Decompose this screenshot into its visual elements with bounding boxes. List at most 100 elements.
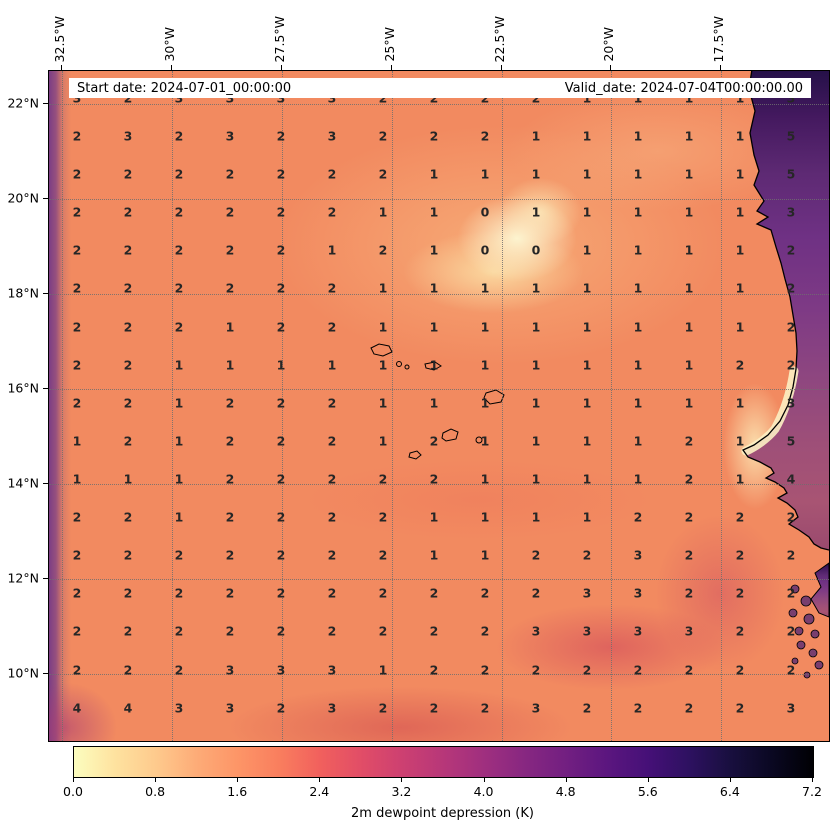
- grid-value: 2: [123, 662, 133, 677]
- island: [408, 450, 422, 460]
- grid-value: 2: [174, 319, 184, 335]
- island: [404, 364, 410, 370]
- lat-tick-mark: [43, 293, 48, 295]
- grid-value: 1: [735, 280, 745, 296]
- grid-value: 2: [633, 700, 643, 716]
- grid-value: 2: [225, 509, 235, 525]
- grid-value: 3: [684, 623, 694, 639]
- lon-gridline: [391, 71, 393, 741]
- grid-value: 3: [327, 128, 337, 144]
- grid-value: 2: [276, 319, 286, 335]
- grid-value: 3: [582, 623, 592, 639]
- grid-value: 1: [582, 357, 592, 373]
- grid-value: 1: [480, 280, 490, 296]
- grid-value: 5: [786, 128, 796, 144]
- grid-value: 2: [786, 509, 796, 525]
- grid-value: 3: [174, 700, 184, 716]
- grid-value: 2: [174, 623, 184, 639]
- grid-value: 2: [123, 547, 133, 563]
- lat-gridline: [49, 579, 829, 581]
- grid-value: 2: [429, 128, 439, 144]
- grid-value: 2: [225, 166, 235, 182]
- lat-gridline: [49, 484, 829, 486]
- grid-value: 2: [429, 700, 439, 716]
- grid-value: 0: [480, 242, 490, 258]
- coastline-svg: [370, 71, 829, 679]
- lon-gridline: [62, 71, 64, 741]
- grid-value: 2: [786, 280, 796, 296]
- grid-value: 2: [225, 242, 235, 258]
- grid-value: 3: [276, 662, 286, 677]
- grid-value: 1: [72, 471, 82, 487]
- grid-value: 2: [480, 585, 490, 601]
- grid-value: 2: [735, 623, 745, 639]
- grid-value: 1: [174, 357, 184, 373]
- grid-value: 2: [582, 662, 592, 677]
- lon-tick-label: 17.5°W: [711, 15, 727, 62]
- grid-value: 1: [633, 280, 643, 296]
- grid-value: 1: [480, 166, 490, 182]
- grid-value: 1: [327, 242, 337, 258]
- grid-value: 2: [123, 433, 133, 449]
- grid-value: 2: [123, 509, 133, 525]
- grid-value: 2: [327, 623, 337, 639]
- grid-value: 2: [327, 166, 337, 182]
- grid-value: 2: [378, 700, 388, 716]
- grid-value: 1: [684, 166, 694, 182]
- grid-value: 2: [327, 471, 337, 487]
- grid-value: 2: [72, 242, 82, 258]
- grid-value: 1: [531, 280, 541, 296]
- grid-value: 5: [786, 433, 796, 449]
- grid-value: 2: [276, 395, 286, 411]
- grid-value: 1: [735, 128, 745, 144]
- grid-value: 2: [786, 242, 796, 258]
- lon-tick-label: 25°W: [381, 27, 397, 62]
- island: [475, 436, 483, 444]
- lon-tick-mark: [610, 65, 612, 70]
- colorbar-title: 2m dewpoint depression (K): [351, 806, 534, 821]
- grid-value: 1: [684, 395, 694, 411]
- colorbar-tick-mark: [401, 778, 403, 782]
- grid-value: 2: [480, 700, 490, 716]
- lon-gridline: [281, 71, 283, 741]
- grid-value: 1: [429, 319, 439, 335]
- grid-value: 1: [225, 319, 235, 335]
- grid-value: 2: [72, 509, 82, 525]
- island: [396, 361, 402, 367]
- lat-tick-label: 22°N: [7, 95, 39, 111]
- grid-value: 1: [429, 204, 439, 220]
- start-date-label: Start date: 2024-07-01_00:00:00: [77, 80, 292, 96]
- grid-value: 1: [531, 395, 541, 411]
- grid-value: 1: [735, 433, 745, 449]
- grid-value: 1: [582, 128, 592, 144]
- grid-value: 0: [480, 204, 490, 220]
- colorbar-tick-label: 4.0: [473, 784, 494, 799]
- grid-value: 1: [735, 395, 745, 411]
- grid-value: 1: [633, 433, 643, 449]
- colorbar-tick-label: 0.0: [63, 784, 83, 799]
- colorbar-tick-label: 6.4: [719, 784, 740, 799]
- grid-value: 2: [735, 547, 745, 563]
- lat-gridline: [49, 199, 829, 201]
- grid-value: 2: [225, 471, 235, 487]
- grid-value: 2: [72, 623, 82, 639]
- grid-value: 1: [480, 395, 490, 411]
- grid-value: 2: [531, 585, 541, 601]
- grid-value: 2: [786, 319, 796, 335]
- lat-tick-label: 10°N: [7, 665, 39, 681]
- africa-land: [743, 71, 829, 550]
- grid-value: 3: [786, 700, 796, 716]
- grid-value: 1: [582, 204, 592, 220]
- grid-value: 2: [276, 433, 286, 449]
- lon-tick-label: 30°W: [162, 27, 178, 62]
- grid-value: 1: [480, 357, 490, 373]
- grid-value: 3: [531, 623, 541, 639]
- grid-value: 2: [276, 700, 286, 716]
- grid-value: 1: [531, 471, 541, 487]
- grid-value: 2: [735, 700, 745, 716]
- grid-value: 2: [327, 585, 337, 601]
- grid-value: 1: [480, 547, 490, 563]
- lon-tick-mark: [390, 65, 392, 70]
- grid-value: 3: [582, 585, 592, 601]
- grid-value: 2: [174, 128, 184, 144]
